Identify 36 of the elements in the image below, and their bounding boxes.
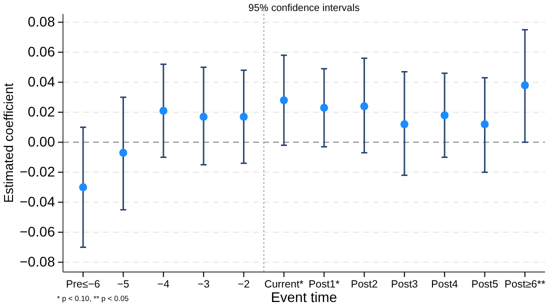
x-tick-label: Pre≤−6 bbox=[66, 278, 100, 290]
point bbox=[119, 148, 128, 157]
point bbox=[240, 112, 248, 121]
x-axis-title: Event time bbox=[270, 289, 338, 305]
point bbox=[520, 81, 529, 90]
point bbox=[200, 112, 208, 121]
y-axis-title: Estimated coefficient bbox=[1, 82, 16, 203]
x-tick-label: Post5 bbox=[471, 278, 498, 290]
y-tick-label: 0.02 bbox=[28, 104, 56, 120]
point bbox=[320, 104, 328, 112]
y-tick-label: 0.06 bbox=[28, 44, 56, 60]
y-tick-label: −0.06 bbox=[20, 224, 56, 240]
y-tick-label: 0.00 bbox=[28, 134, 56, 150]
x-tick-label: −5 bbox=[117, 278, 130, 290]
y-tick-label: 0.08 bbox=[28, 14, 56, 30]
x-tick-label: Current* bbox=[264, 278, 304, 290]
y-tick-label: −0.04 bbox=[20, 194, 56, 210]
point bbox=[480, 120, 489, 128]
chart-title: 95% confidence intervals bbox=[248, 3, 360, 14]
point bbox=[440, 111, 449, 120]
x-tick-label: Post2 bbox=[350, 278, 378, 290]
point bbox=[280, 96, 288, 104]
point bbox=[159, 106, 168, 115]
x-tick-label: −3 bbox=[198, 278, 210, 290]
point bbox=[360, 102, 368, 110]
x-tick-label: −4 bbox=[157, 278, 170, 290]
x-tick-label: Post3 bbox=[390, 278, 418, 290]
y-tick-label: 0.04 bbox=[28, 74, 56, 90]
x-tick-label: Post≥6** bbox=[504, 278, 546, 290]
point bbox=[79, 183, 88, 192]
x-tick-label: −2 bbox=[238, 278, 250, 290]
x-tick-label: Post1* bbox=[308, 278, 340, 290]
y-tick-label: −0.02 bbox=[20, 164, 56, 180]
point bbox=[400, 120, 408, 128]
x-tick-label: Post4 bbox=[431, 278, 458, 290]
y-tick-label: −0.08 bbox=[20, 254, 56, 270]
